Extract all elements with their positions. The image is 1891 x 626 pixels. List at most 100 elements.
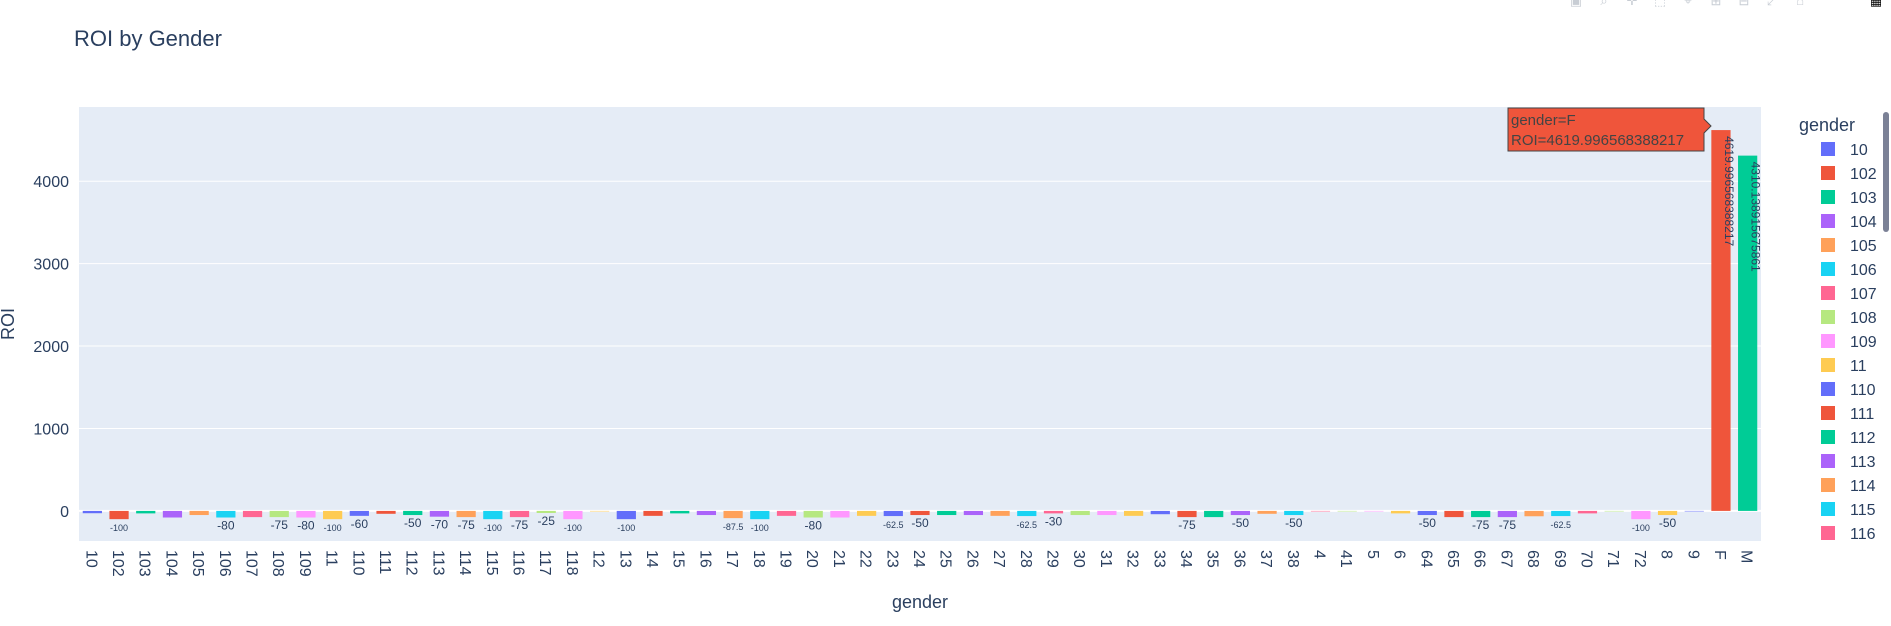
legend-item-115[interactable]: 115 — [1821, 502, 1876, 519]
bar-27[interactable] — [990, 510, 1010, 516]
x-tick-label: 26 — [963, 550, 980, 568]
lasso-icon[interactable]: ⌖ — [1684, 0, 1692, 8]
bar-69[interactable] — [1551, 510, 1571, 517]
legend-item-11[interactable]: 11 — [1821, 358, 1867, 375]
bar-35[interactable] — [1204, 510, 1224, 518]
legend-item-10[interactable]: 10 — [1821, 142, 1868, 159]
bar-11[interactable] — [323, 510, 343, 520]
bar-13[interactable] — [616, 510, 636, 520]
bar-72[interactable] — [1631, 510, 1651, 520]
bar-22[interactable] — [856, 510, 877, 516]
bar-26[interactable] — [963, 510, 984, 516]
legend-item-111[interactable]: 111 — [1821, 406, 1874, 423]
legend-item-112[interactable]: 112 — [1821, 430, 1876, 447]
legend-item-103[interactable]: 103 — [1821, 190, 1877, 207]
bar-6[interactable] — [1390, 510, 1411, 514]
bar-17[interactable] — [723, 510, 743, 519]
legend-item-106[interactable]: 106 — [1821, 262, 1877, 279]
bar-30[interactable] — [1070, 510, 1090, 516]
reset-axes-icon[interactable]: ⌂ — [1796, 0, 1804, 8]
legend-scrollbar[interactable] — [1883, 112, 1889, 232]
x-tick-label: 114 — [456, 550, 473, 576]
bar-71[interactable] — [1604, 510, 1624, 512]
bar-28[interactable] — [1017, 510, 1037, 517]
plot-area[interactable] — [79, 107, 1761, 541]
legend[interactable]: 10 102 103 104 105 106 107 108 109 11 110 111 112 113… — [1821, 142, 1877, 543]
bar-111[interactable] — [376, 510, 396, 514]
legend-item-113[interactable]: 113 — [1821, 454, 1876, 471]
x-tick-label: 9 — [1684, 550, 1701, 559]
bar-103[interactable] — [136, 510, 156, 514]
bar-65[interactable] — [1444, 510, 1464, 518]
bar-41[interactable] — [1337, 510, 1357, 512]
bar-24[interactable] — [910, 510, 930, 516]
bar-102[interactable] — [109, 510, 129, 520]
bar-116[interactable] — [509, 510, 530, 518]
pan-icon[interactable]: ✛ — [1626, 0, 1638, 8]
legend-item-104[interactable]: 104 — [1821, 214, 1877, 231]
bar-33[interactable] — [1150, 510, 1170, 515]
legend-item-114[interactable]: 114 — [1821, 478, 1876, 495]
bar-114[interactable] — [456, 510, 476, 518]
box-select-icon[interactable]: ⬚ — [1653, 0, 1667, 8]
bar-115[interactable] — [483, 510, 503, 520]
legend-item-102[interactable]: 102 — [1821, 166, 1877, 183]
legend-swatch — [1821, 166, 1835, 180]
zoom-in-icon[interactable]: ⊞ — [1710, 0, 1722, 8]
bar-113[interactable] — [429, 510, 450, 517]
bar-4[interactable] — [1310, 510, 1331, 512]
bar-106[interactable] — [216, 510, 236, 518]
bar-21[interactable] — [830, 510, 850, 518]
bar-29[interactable] — [1043, 510, 1064, 514]
bar-16[interactable] — [696, 510, 717, 516]
bar-64[interactable] — [1417, 510, 1437, 516]
bar-23[interactable] — [883, 510, 903, 517]
bars — [82, 130, 1758, 520]
bar-112[interactable] — [403, 510, 423, 516]
bar-110[interactable] — [349, 510, 369, 516]
legend-item-108[interactable]: 108 — [1821, 310, 1877, 327]
bar-117[interactable] — [536, 510, 556, 513]
autoscale-icon[interactable]: ⤢ — [1766, 0, 1778, 8]
zoom-icon[interactable]: ⌕ — [1600, 0, 1608, 8]
y-tick-label: 4000 — [33, 174, 69, 191]
bar-118[interactable] — [563, 510, 583, 520]
bar-5[interactable] — [1364, 510, 1384, 512]
bar-F[interactable] — [1711, 130, 1731, 511]
bar-38[interactable] — [1284, 510, 1304, 516]
bar-108[interactable] — [269, 510, 289, 518]
bar-8[interactable] — [1657, 510, 1678, 516]
bar-36[interactable] — [1230, 510, 1250, 516]
bar-9[interactable] — [1684, 510, 1704, 512]
bar-68[interactable] — [1524, 510, 1544, 517]
bar-67[interactable] — [1497, 510, 1517, 518]
bar-25[interactable] — [937, 510, 957, 516]
bar-14[interactable] — [643, 510, 663, 516]
zoom-out-icon[interactable]: ⊟ — [1738, 0, 1750, 8]
bar-66[interactable] — [1471, 510, 1491, 518]
camera-icon[interactable]: ▣ — [1569, 0, 1583, 8]
legend-item-116[interactable]: 116 — [1821, 526, 1876, 543]
bar-104[interactable] — [162, 510, 183, 518]
bar-M[interactable] — [1738, 155, 1758, 511]
bar-105[interactable] — [189, 510, 209, 516]
bar-12[interactable] — [590, 510, 610, 512]
bar-107[interactable] — [242, 510, 263, 518]
bar-32[interactable] — [1123, 510, 1144, 516]
bar-20[interactable] — [803, 510, 823, 518]
legend-item-105[interactable]: 105 — [1821, 238, 1877, 255]
legend-item-107[interactable]: 107 — [1821, 286, 1877, 303]
bar-34[interactable] — [1177, 510, 1197, 518]
x-tick-label: 117 — [536, 550, 553, 576]
bar-109[interactable] — [296, 510, 316, 518]
bar-31[interactable] — [1097, 510, 1117, 516]
legend-item-110[interactable]: 110 — [1821, 382, 1876, 399]
legend-item-109[interactable]: 109 — [1821, 334, 1877, 351]
bar-37[interactable] — [1257, 510, 1277, 514]
bar-19[interactable] — [776, 510, 797, 516]
bar-18[interactable] — [750, 510, 770, 520]
plotly-logo-icon[interactable]: ▦ — [1869, 0, 1883, 8]
bar-15[interactable] — [670, 510, 690, 514]
bar-10[interactable] — [82, 510, 102, 514]
bar-70[interactable] — [1577, 510, 1598, 514]
